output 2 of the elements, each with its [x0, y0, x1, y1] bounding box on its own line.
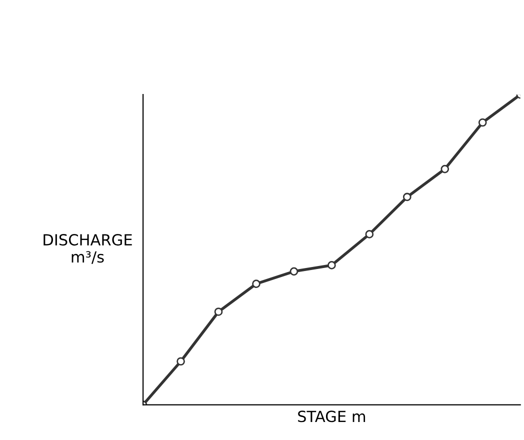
x-axis-title: STAGE m	[298, 410, 366, 422]
y-axis-title: DISCHARGE m³/s	[44, 234, 132, 264]
